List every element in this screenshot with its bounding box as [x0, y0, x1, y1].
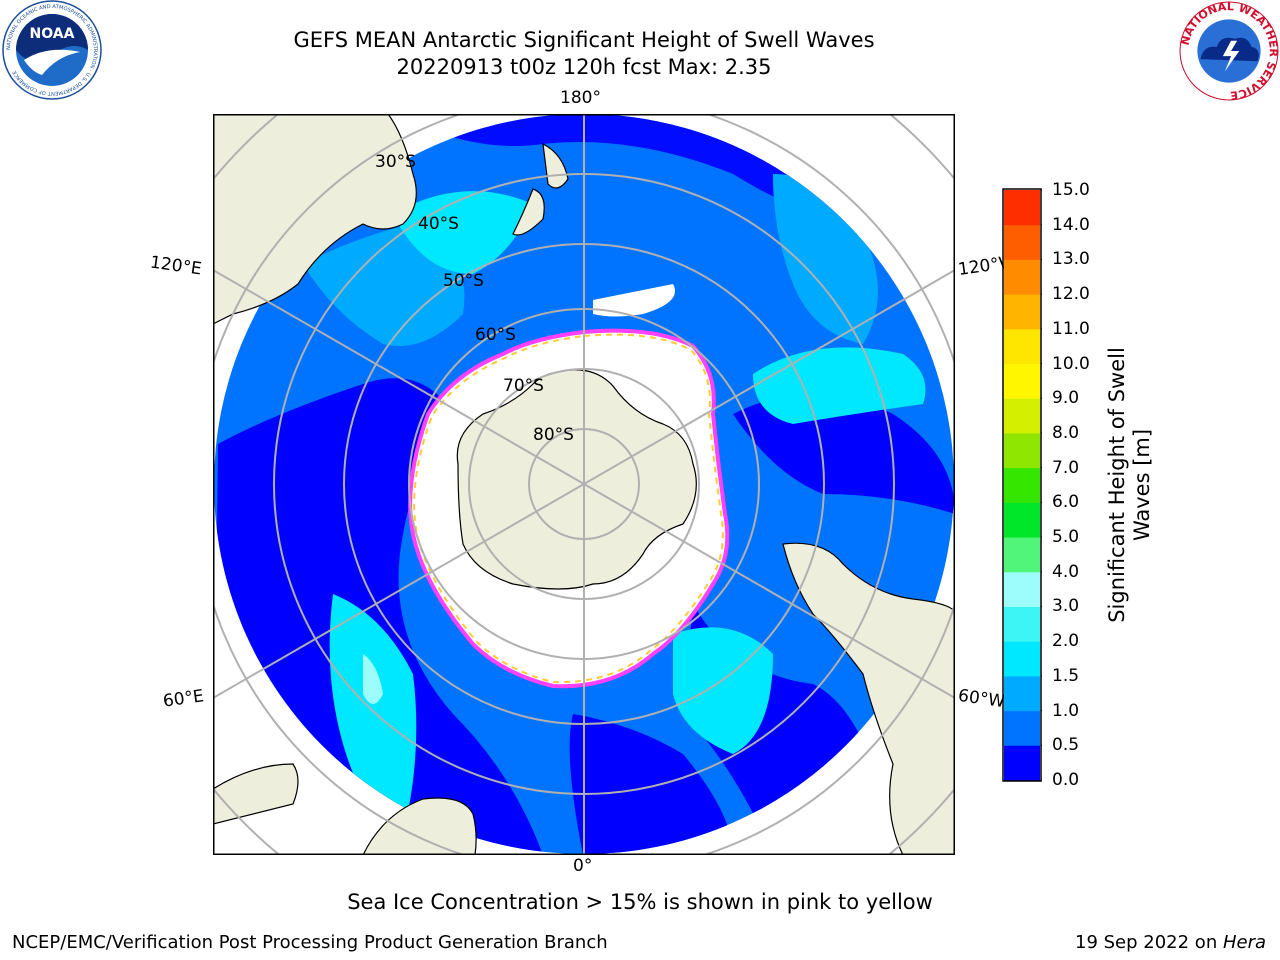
graticule — [213, 114, 955, 855]
colorbar-tick-label: 11.0 — [1052, 318, 1090, 339]
colorbar-bin — [1004, 571, 1040, 607]
colorbar-tick-label: 1.0 — [1052, 700, 1080, 721]
colorbar-bin — [1004, 432, 1040, 469]
colorbar-tick-label: 4.0 — [1052, 561, 1080, 582]
noaa-logo: NOAA NATIONAL OCEANIC AND ATMOSPHERIC AD… — [2, 0, 102, 100]
footer-credit: NCEP/EMC/Verification Post Processing Pr… — [12, 932, 608, 953]
swell-band-0 — [733, 394, 954, 514]
lat-label: 80°S — [533, 425, 574, 445]
colorbar-bin — [1004, 224, 1040, 260]
colorbar-bin — [1004, 259, 1040, 295]
colorbar-tick-label: 13.0 — [1052, 249, 1090, 270]
footer-date: 19 Sep 2022 on Hera — [1075, 932, 1266, 953]
australia-landmass — [213, 114, 417, 325]
swell-band-2 — [363, 654, 383, 704]
colorbar-bin — [1004, 606, 1040, 642]
swell-band-0 — [569, 714, 733, 854]
sea-ice-footnote: Sea Ice Concentration > 15% is shown in … — [347, 890, 933, 914]
lon-label-lower-right: 60°W — [956, 685, 1007, 713]
colorbar-bin — [1004, 641, 1040, 677]
colorbar-tick-label: 7.0 — [1052, 457, 1080, 478]
colorbar-tick-label: 14.0 — [1052, 214, 1090, 235]
lat-label: 50°S — [443, 271, 484, 291]
lat-label: 70°S — [503, 376, 544, 396]
swell-band-1 — [393, 191, 533, 274]
colorbar-bin — [1004, 190, 1040, 226]
polar-stereographic-map: 30°S 40°S 50°S 60°S 70°S 80°S — [213, 114, 955, 855]
south-america-landmass — [782, 542, 955, 855]
colorbar-bin — [1004, 745, 1040, 781]
lon-label-top: 180° — [560, 88, 601, 108]
colorbar-bin — [1004, 710, 1040, 746]
colorbar-bin — [1004, 398, 1040, 434]
colorbar-bin — [1004, 363, 1040, 399]
footer-machine: Hera — [1222, 932, 1266, 953]
colorbar-tick-label: 6.0 — [1052, 492, 1080, 513]
colorbar-frame — [1002, 188, 1042, 782]
lat-label: 40°S — [418, 214, 459, 234]
colorbar-bin — [1004, 328, 1040, 365]
colorbar-bin — [1004, 467, 1040, 503]
new-zealand-landmass — [512, 142, 569, 236]
lon-label-lower-left: 60°E — [161, 686, 206, 712]
swell-band-1 — [753, 347, 926, 424]
svg-text:NOAA: NOAA — [30, 26, 75, 42]
colorbar — [1002, 188, 1042, 782]
colorbar-tick-label: 2.0 — [1052, 631, 1080, 652]
chart-title: GEFS MEAN Antarctic Significant Height o… — [293, 28, 875, 52]
colorbar-tick-label: 15.0 — [1052, 180, 1090, 200]
colorbar-tick-label: 3.0 — [1052, 596, 1080, 617]
lat-label: 60°S — [475, 325, 516, 345]
colorbar-tick-label: 10.0 — [1052, 353, 1090, 374]
nws-logo: NATIONAL WEATHER SERVICE — [1179, 0, 1280, 102]
africa-landmass — [362, 797, 477, 855]
lat-label: 30°S — [375, 152, 416, 172]
lon-label-upper-left: 120°E — [148, 252, 203, 280]
colorbar-bin — [1004, 502, 1040, 538]
colorbar-tick-label: 0.0 — [1052, 770, 1080, 790]
colorbar-bin — [1004, 294, 1040, 330]
colorbar-bin — [1004, 675, 1040, 712]
colorbar-tick-label: 8.0 — [1052, 422, 1080, 443]
colorbar-bin — [1004, 537, 1040, 573]
colorbar-tick-label: 9.0 — [1052, 388, 1080, 409]
lon-label-bottom: 0° — [573, 856, 593, 876]
madagascar-landmass — [213, 763, 299, 825]
colorbar-tick-label: 1.5 — [1052, 665, 1080, 686]
swell-band-1 — [329, 594, 417, 834]
colorbar-tick-label: 0.5 — [1052, 735, 1080, 756]
colorbar-tick-label: 5.0 — [1052, 527, 1080, 548]
colorbar-tick-label: 12.0 — [1052, 284, 1090, 305]
chart-subtitle: 20220913 t00z 120h fcst Max: 2.35 — [396, 55, 772, 79]
